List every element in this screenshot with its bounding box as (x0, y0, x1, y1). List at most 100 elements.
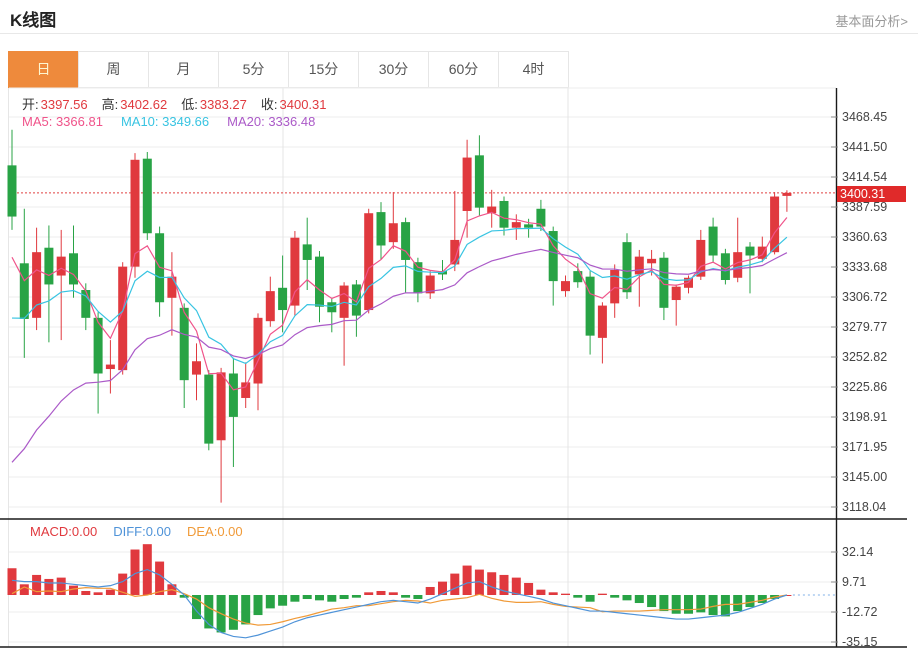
macd-hist-bar (19, 584, 29, 595)
price-axis-label: 3468.45 (842, 110, 888, 124)
macd-hist-bar (155, 561, 165, 595)
macd-hist-bar (7, 568, 17, 595)
candle-body (118, 266, 128, 371)
macd-hist-bar (204, 595, 214, 629)
macd-hist-bar (327, 595, 337, 602)
macd-hist-bar (597, 593, 607, 595)
ohlc-readout: 开: 3397.56 高: 3402.62 低: 3383.27 收: 3400.31 (22, 94, 327, 113)
macd-hist-bar (634, 595, 644, 604)
macd-hist-bar (733, 595, 743, 612)
macd-readout: MACD:0.00 DIFF:0.00 DEA:0.00 (30, 524, 243, 539)
macd-hist-bar (438, 581, 447, 595)
candle-body (265, 291, 275, 322)
macd-hist-bar (192, 595, 201, 620)
macd-hist-bar (278, 595, 288, 606)
candle-body (278, 287, 288, 311)
candle-body (290, 237, 300, 306)
candle-body (401, 222, 411, 260)
macd-axis-label: 9.71 (842, 575, 867, 589)
ma10-line (11, 227, 788, 365)
ohlc-value: 3400.31 (279, 97, 327, 112)
ohlc-label: 低: (181, 97, 198, 112)
macd-hist-bar (130, 549, 140, 595)
candle-body (376, 212, 386, 246)
candle-body (647, 258, 657, 264)
candle-body (142, 158, 152, 234)
candle-body (351, 284, 361, 316)
candle-body (474, 155, 484, 208)
candle-body (671, 286, 681, 301)
candle-body (179, 307, 189, 381)
macd-hist-bar (720, 595, 730, 617)
ma-value: MA20: 3336.48 (227, 114, 316, 129)
dea-line (11, 586, 787, 626)
macd-hist-bar (684, 595, 693, 614)
macd-hist-bar (364, 592, 374, 595)
ma-readout: MA5: 3366.81 MA10: 3349.66 MA20: 3336.48 (22, 114, 315, 129)
last-price-badge: 3400.31 (837, 186, 906, 202)
candle-body (622, 242, 632, 293)
candle-body (720, 253, 730, 280)
macd-hist-bar (499, 574, 509, 595)
macd-hist-bar (388, 592, 398, 595)
candle-body (757, 246, 767, 259)
macd-hist-bar (696, 595, 706, 613)
candle-body (573, 271, 583, 283)
ma-value: MA5: 3366.81 (22, 114, 103, 129)
candle-body (561, 281, 570, 292)
ohlc-value: 3402.62 (120, 97, 168, 112)
macd-hist-bar (536, 589, 546, 595)
period-tabbar: 日周月 5分 15分 30分 60分 4时 (8, 51, 569, 88)
candle-body (388, 223, 398, 243)
price-axis-label: 3252.82 (842, 350, 888, 364)
candle-body (413, 262, 423, 294)
candle-body (733, 252, 743, 278)
period-tab-15分[interactable]: 15分 (288, 51, 359, 88)
period-tab-月[interactable]: 月 (148, 51, 219, 88)
period-tab-60分[interactable]: 60分 (428, 51, 499, 88)
price-axis-label: 3145.00 (842, 470, 888, 484)
macd-indicator-value: MACD:0.00 (30, 524, 98, 539)
diff-line (11, 568, 788, 639)
period-tab-5分[interactable]: 5分 (218, 51, 289, 88)
macd-hist-bar (524, 582, 534, 595)
period-tab-日[interactable]: 日 (8, 51, 79, 88)
macd-hist-bar (585, 595, 595, 602)
period-tab-30分[interactable]: 30分 (358, 51, 429, 88)
candle-body (782, 192, 792, 196)
macd-hist-bar (228, 595, 238, 630)
candle-body (315, 256, 324, 307)
macd-hist-bar (610, 595, 620, 598)
candle-body (610, 269, 620, 304)
candle-body (745, 246, 755, 256)
macd-hist-bar (44, 578, 54, 595)
macd-hist-bar (302, 595, 312, 600)
candle-body (327, 302, 337, 313)
macd-indicator-value: DEA:0.00 (187, 524, 243, 539)
ma-value: MA10: 3349.66 (120, 114, 210, 129)
macd-hist-bar (241, 595, 251, 625)
candle-body (548, 231, 558, 282)
candle-body (81, 290, 91, 318)
price-axis-label: 3171.95 (842, 440, 888, 454)
fundamental-analysis-link[interactable]: 基本面分析> (835, 14, 908, 29)
macd-hist-bar (659, 595, 669, 612)
macd-hist-bar (708, 595, 718, 616)
candle-body (462, 157, 472, 211)
candle-body (130, 159, 140, 267)
ohlc-label: 开: (22, 97, 39, 112)
ohlc-label: 收: (260, 97, 278, 112)
candle-body (56, 256, 66, 276)
price-axis-label: 3387.59 (842, 200, 888, 214)
candle-body (253, 317, 263, 384)
candle-body (69, 253, 78, 285)
header-divider (0, 33, 918, 34)
candle-body (536, 208, 546, 227)
macd-hist-bar (32, 574, 42, 595)
candle-body (634, 256, 644, 275)
price-axis-label: 3118.04 (842, 500, 887, 514)
macd-hist-bar (81, 590, 91, 595)
candle-body (708, 226, 718, 256)
